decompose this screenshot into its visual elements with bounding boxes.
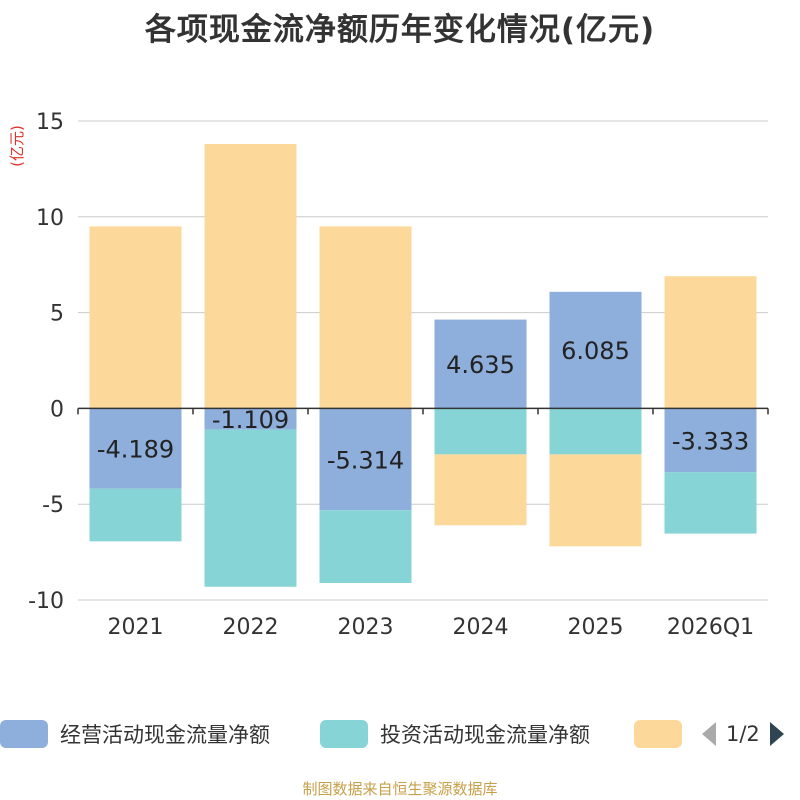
- bar-financing[interactable]: [549, 454, 642, 547]
- y-tick-label: 0: [50, 397, 64, 422]
- bar-investing[interactable]: [434, 408, 527, 455]
- bar-data-label: -1.109: [212, 406, 289, 434]
- bar-investing[interactable]: [549, 408, 642, 455]
- y-tick-label: -5: [42, 493, 64, 518]
- x-tick-label: 2021: [108, 615, 164, 640]
- legend: 经营活动现金流量净额 投资活动现金流量净额 1/2: [0, 714, 800, 754]
- bar-data-label: -3.333: [672, 427, 749, 455]
- bar-financing[interactable]: [664, 276, 757, 409]
- bar-investing[interactable]: [204, 429, 297, 587]
- bar-financing[interactable]: [434, 454, 527, 526]
- legend-item-investing[interactable]: 投资活动现金流量净额: [320, 714, 590, 754]
- x-tick-label: 2023: [338, 615, 394, 640]
- legend-swatch-investing: [320, 720, 368, 748]
- bar-operating[interactable]: [204, 408, 297, 430]
- bar-data-label: 6.085: [561, 337, 630, 365]
- pager-prev-icon[interactable]: [700, 720, 718, 748]
- bar-operating[interactable]: [664, 408, 757, 473]
- chart-title: 各项现金流净额历年变化情况(亿元): [144, 12, 656, 48]
- bar-data-label: -5.314: [327, 446, 404, 474]
- y-tick-label: -10: [28, 589, 64, 614]
- legend-swatch-operating: [0, 720, 48, 748]
- pager-next-icon[interactable]: [768, 720, 786, 748]
- bar-financing[interactable]: [204, 143, 297, 409]
- x-tick-label: 2025: [568, 615, 624, 640]
- x-tick-label: 2024: [453, 615, 509, 640]
- legend-label-operating: 经营活动现金流量净额: [60, 723, 270, 747]
- bar-investing[interactable]: [319, 510, 412, 584]
- y-tick-label: 5: [50, 302, 64, 327]
- legend-swatch-financing: [634, 720, 682, 748]
- x-tick-label: 2026Q1: [667, 615, 754, 640]
- pager-text: 1/2: [726, 722, 760, 746]
- bar-data-label: 4.635: [446, 351, 515, 379]
- bar-investing[interactable]: [89, 488, 182, 542]
- bar-operating[interactable]: [89, 408, 182, 489]
- bar-operating[interactable]: [549, 291, 642, 409]
- bar-operating[interactable]: [434, 319, 527, 409]
- x-tick-label: 2022: [223, 615, 279, 640]
- legend-label-investing: 投资活动现金流量净额: [380, 723, 590, 747]
- bar-operating[interactable]: [319, 408, 412, 511]
- source-footer: 制图数据来自恒生聚源数据库: [302, 780, 498, 798]
- y-tick-label: 15: [36, 110, 64, 135]
- legend-pager: 1/2: [700, 720, 786, 748]
- bar-financing[interactable]: [89, 226, 182, 409]
- legend-item-financing[interactable]: [634, 714, 694, 754]
- legend-item-operating[interactable]: 经营活动现金流量净额: [0, 714, 270, 754]
- bar-financing[interactable]: [319, 226, 412, 409]
- bar-data-label: -4.189: [97, 436, 174, 464]
- bar-investing[interactable]: [664, 472, 757, 534]
- y-axis-label: (亿元): [8, 125, 26, 167]
- y-tick-label: 10: [36, 206, 64, 231]
